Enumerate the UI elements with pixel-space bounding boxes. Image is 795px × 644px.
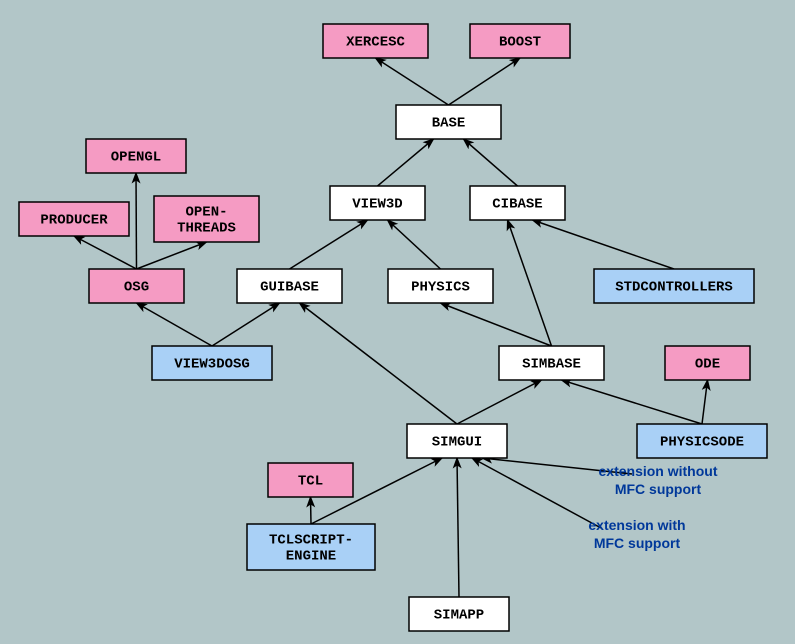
edge-physicsode-to-simbase <box>562 380 703 424</box>
node-physics: PHYSICS <box>388 269 493 303</box>
node-label: XERCESC <box>346 35 405 51</box>
node-label: VIEW3D <box>352 197 402 213</box>
node-label: SIMBASE <box>522 357 581 373</box>
note-text: extension with <box>588 517 685 533</box>
node-label: BASE <box>432 116 466 132</box>
edge-stdcontrollers-to-cibase <box>533 220 675 269</box>
node-label: PRODUCER <box>40 213 108 229</box>
node-base: BASE <box>396 105 501 139</box>
node-label: CIBASE <box>492 197 542 213</box>
note-text: extension without <box>599 463 718 479</box>
edge-osg-to-openthreads <box>137 242 207 269</box>
note-text: MFC support <box>615 481 702 497</box>
node-label: ENGINE <box>286 549 336 565</box>
edge-view3dosg-to-osg <box>137 303 213 346</box>
edge-view3d-to-base <box>378 139 434 186</box>
node-label: ODE <box>695 357 720 373</box>
node-cibase: CIBASE <box>470 186 565 220</box>
node-boost: BOOST <box>470 24 570 58</box>
edge-simbase-to-physics <box>441 303 552 346</box>
edge-base-to-xercesc <box>376 58 449 105</box>
node-label: PHYSICS <box>411 280 470 296</box>
node-xercesc: XERCESC <box>323 24 428 58</box>
edge-cibase-to-base <box>464 139 518 186</box>
node-openthreads: OPEN-THREADS <box>154 196 259 242</box>
edge-view3dosg-to-guibase <box>212 303 280 346</box>
node-label: VIEW3DOSG <box>174 357 250 373</box>
node-label: THREADS <box>177 221 236 237</box>
node-label: TCL <box>298 474 323 490</box>
edge-simgui-to-simbase <box>457 380 542 424</box>
edge-osg-to-opengl <box>136 173 137 269</box>
node-view3dosg: VIEW3DOSG <box>152 346 272 380</box>
node-stdcontrollers: STDCONTROLLERS <box>594 269 754 303</box>
edge-physics-to-view3d <box>388 220 441 269</box>
node-label: SIMGUI <box>432 435 482 451</box>
node-label: BOOST <box>499 35 541 51</box>
edge-physicsode-to-ode <box>702 380 708 424</box>
node-label: STDCONTROLLERS <box>615 280 733 296</box>
edge-base-to-boost <box>449 58 521 105</box>
edge-simapp-to-simgui <box>457 458 459 597</box>
node-label: SIMAPP <box>434 608 484 624</box>
node-label: GUIBASE <box>260 280 319 296</box>
dependency-diagram: XERCESC BOOST BASE OPENGL VIEW3D CIBASE PRODUC… <box>0 0 795 644</box>
edge-simgui-to-guibase <box>300 303 458 424</box>
node-ode: ODE <box>665 346 750 380</box>
node-label: OPENGL <box>111 150 161 166</box>
note-ext_with: extension with MFC support <box>588 517 685 551</box>
node-producer: PRODUCER <box>19 202 129 236</box>
node-label: PHYSICSODE <box>660 435 744 451</box>
node-view3d: VIEW3D <box>330 186 425 220</box>
node-label: OPEN- <box>185 205 227 221</box>
note-ext_without: extension without MFC support <box>599 463 718 497</box>
note-text: MFC support <box>594 535 681 551</box>
edge-simbase-to-cibase <box>508 220 552 346</box>
edge-tclscriptengine-to-tcl <box>311 497 312 524</box>
node-guibase: GUIBASE <box>237 269 342 303</box>
node-label: OSG <box>124 280 149 296</box>
node-label: TCLSCRIPT- <box>269 533 353 549</box>
node-physicsode: PHYSICSODE <box>637 424 767 458</box>
node-simapp: SIMAPP <box>409 597 509 631</box>
node-simgui: SIMGUI <box>407 424 507 458</box>
edge-osg-to-producer <box>74 236 137 269</box>
node-simbase: SIMBASE <box>499 346 604 380</box>
node-osg: OSG <box>89 269 184 303</box>
node-tclscriptengine: TCLSCRIPT-ENGINE <box>247 524 375 570</box>
node-opengl: OPENGL <box>86 139 186 173</box>
edge-guibase-to-view3d <box>290 220 368 269</box>
node-tcl: TCL <box>268 463 353 497</box>
